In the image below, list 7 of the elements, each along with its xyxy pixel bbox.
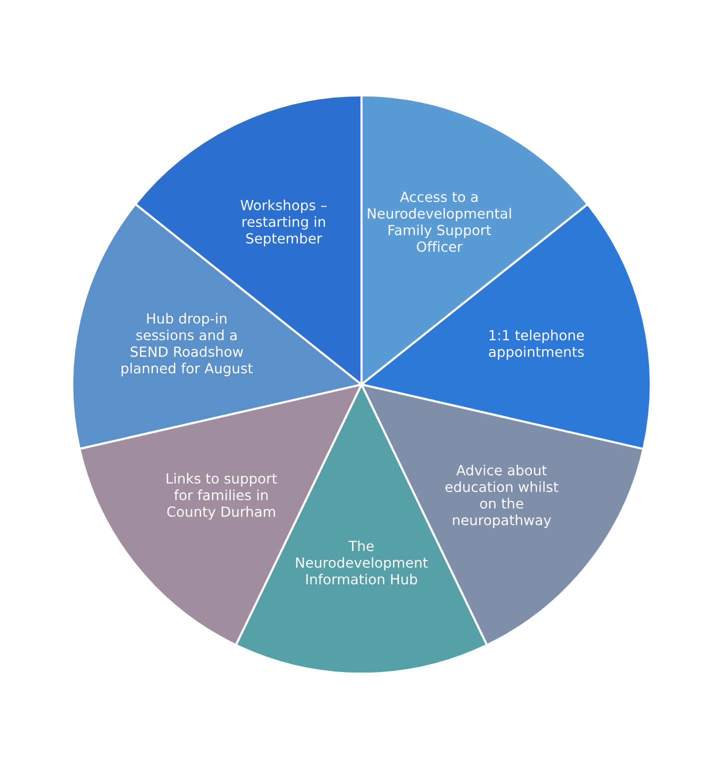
slice-label: Workshops – restarting in September: [240, 200, 327, 246]
slice-label: Advice about education whilst on the neuropathway: [445, 464, 558, 528]
slice-label: Access to a Neurodevelopmental Family Support Officer: [368, 192, 511, 252]
slice-label: The Neurodevelopment Information Hub: [296, 540, 428, 584]
slice-label: Hub drop-in sessions and a SEND Roadshow planned for August: [122, 312, 253, 376]
slice-label: Links to support for families in County Durham: [166, 472, 277, 520]
slice-label: 1:1 telephone appointments: [489, 330, 584, 360]
